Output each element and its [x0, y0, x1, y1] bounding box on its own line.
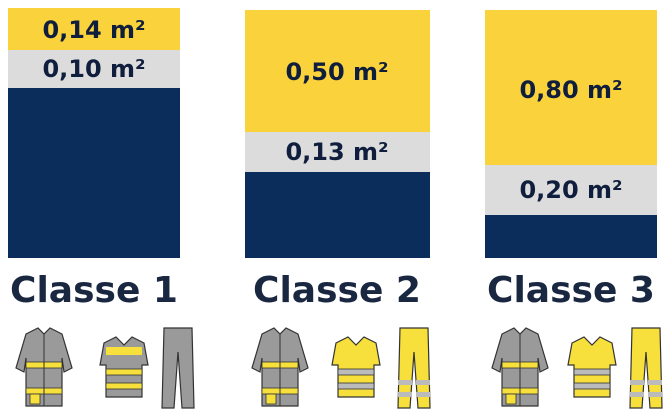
trousers-icon	[630, 328, 662, 408]
reflective-area: 0,13 m²	[285, 138, 388, 166]
background-block	[485, 215, 657, 258]
class-label: Classe 1	[10, 270, 178, 311]
background-block	[245, 172, 430, 258]
jacket-icon	[492, 328, 548, 406]
trousers-icon	[162, 328, 194, 408]
infographic: 0,14 m² 0,10 m² Classe 1 0,50 m² 0,13 m²…	[0, 0, 665, 410]
class-label: Classe 3	[487, 270, 655, 311]
vest-icon	[332, 337, 380, 397]
trousers-icon	[398, 328, 430, 408]
vest-icon	[568, 337, 616, 397]
jacket-icon	[16, 328, 72, 406]
vest-icon	[100, 337, 148, 397]
reflective-area: 0,10 m²	[42, 55, 145, 83]
fluorescent-area: 0,50 m²	[285, 58, 388, 86]
fluorescent-area: 0,14 m²	[42, 16, 145, 44]
fluorescent-area: 0,80 m²	[519, 76, 622, 104]
class-label: Classe 2	[253, 270, 421, 311]
background-block	[8, 88, 180, 258]
reflective-area: 0,20 m²	[519, 176, 622, 204]
jacket-icon	[252, 328, 308, 406]
